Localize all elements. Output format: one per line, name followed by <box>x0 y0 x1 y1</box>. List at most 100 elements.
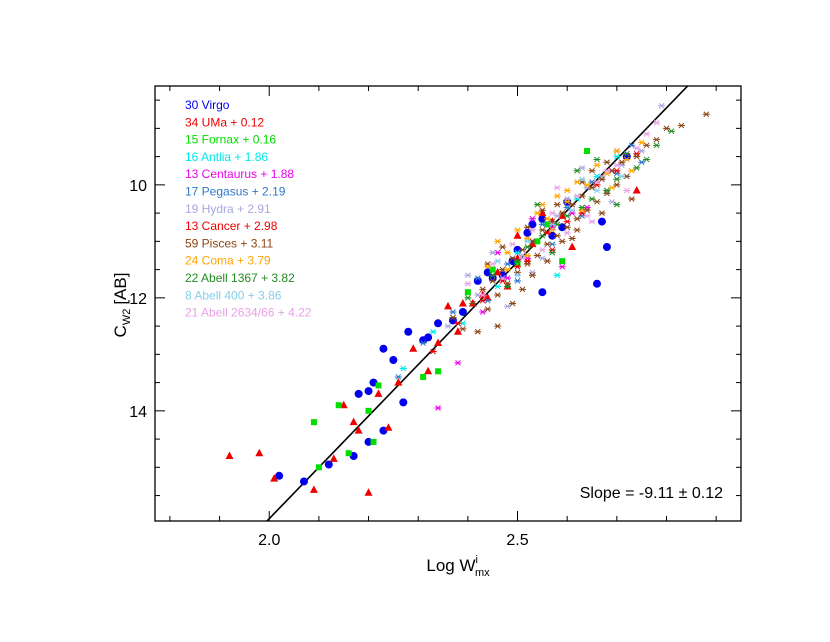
data-point-triangle <box>493 267 502 276</box>
x-tick-label: 2.0 <box>258 532 280 549</box>
series-1 <box>225 186 641 496</box>
data-point-asterisk <box>573 167 581 174</box>
data-point-triangle <box>538 208 547 217</box>
legend-entry: 8 Abell 400 + 3.86 <box>185 288 282 302</box>
data-point-asterisk <box>588 218 596 225</box>
data-point-square <box>315 464 322 471</box>
data-point-asterisk <box>479 309 487 315</box>
data-point-circle <box>558 223 567 232</box>
series-10 <box>464 128 675 301</box>
data-point-square <box>370 438 377 445</box>
data-point-asterisk <box>603 170 611 177</box>
legend-entry: 24 Coma + 3.79 <box>185 254 271 268</box>
data-point-circle <box>523 228 532 237</box>
data-point-circle <box>379 426 388 435</box>
data-point-asterisk <box>573 193 581 200</box>
data-point-asterisk <box>618 159 626 166</box>
data-point-asterisk <box>593 182 601 188</box>
data-point-triangle <box>528 239 537 248</box>
data-point-asterisk <box>598 210 606 216</box>
data-point-asterisk <box>578 165 586 171</box>
y-axis-label: CW2 [AB] <box>111 273 133 338</box>
data-point-circle <box>399 398 408 407</box>
data-point-asterisk <box>434 405 442 411</box>
data-point-asterisk <box>633 165 641 171</box>
data-point-asterisk <box>702 111 710 118</box>
data-point-asterisk <box>518 246 526 253</box>
legend-entry: 13 Cancer + 2.98 <box>185 219 278 233</box>
data-point-circle <box>602 243 611 252</box>
data-point-circle <box>538 288 547 297</box>
data-point-asterisk <box>429 328 437 335</box>
data-point-triangle <box>349 417 358 426</box>
data-point-asterisk <box>593 162 601 168</box>
y-tick-label: 14 <box>129 404 147 421</box>
data-point-asterisk <box>588 196 596 202</box>
data-point-asterisk <box>548 249 556 256</box>
data-point-circle <box>379 344 388 353</box>
data-point-asterisk <box>613 153 621 160</box>
data-point-asterisk <box>523 244 531 250</box>
data-point-square <box>345 450 352 457</box>
data-point-triangle <box>444 301 452 310</box>
data-point-asterisk <box>603 187 611 194</box>
data-point-asterisk <box>494 258 502 264</box>
data-point-asterisk <box>464 294 472 301</box>
data-point-triangle <box>434 338 443 347</box>
data-point-asterisk <box>603 159 611 166</box>
data-point-asterisk <box>548 246 556 253</box>
data-point-square <box>584 147 591 154</box>
data-point-asterisk <box>538 246 546 253</box>
data-point-asterisk <box>568 210 576 216</box>
data-point-asterisk <box>484 306 492 313</box>
data-point-asterisk <box>667 128 675 135</box>
y-tick-label: 12 <box>129 291 147 308</box>
data-point-circle <box>275 471 284 480</box>
data-point-asterisk <box>633 145 641 151</box>
data-point-asterisk <box>598 176 606 183</box>
x-axis-label-sub: mx <box>475 567 490 579</box>
data-point-asterisk <box>633 153 641 160</box>
y-tick-label: 10 <box>129 178 147 195</box>
legend-entry: 21 Abell 2634/66 + 4.22 <box>185 306 312 320</box>
data-point-asterisk <box>613 170 621 177</box>
data-point-asterisk <box>523 224 531 231</box>
data-point-asterisk <box>558 238 566 245</box>
data-point-asterisk <box>494 238 502 245</box>
data-point-asterisk <box>588 167 596 174</box>
data-point-asterisk <box>603 167 611 174</box>
data-point-asterisk <box>618 173 626 180</box>
data-point-triangle <box>503 282 512 290</box>
data-point-asterisk <box>523 258 531 264</box>
data-point-asterisk <box>578 176 586 183</box>
data-point-square <box>514 260 521 267</box>
data-point-asterisk <box>553 213 561 219</box>
data-point-asterisk <box>573 227 581 233</box>
legend-entry: 22 Abell 1367 + 3.82 <box>185 271 295 285</box>
data-point-asterisk <box>583 182 591 188</box>
data-point-asterisk <box>499 244 507 250</box>
data-point-asterisk <box>543 230 551 236</box>
data-point-asterisk <box>444 323 452 329</box>
data-point-triangle <box>309 485 318 493</box>
data-point-asterisk <box>518 255 526 262</box>
data-point-asterisk <box>593 198 601 205</box>
data-point-triangle <box>409 344 418 352</box>
data-point-asterisk <box>504 266 512 273</box>
data-point-asterisk <box>623 150 631 157</box>
data-point-asterisk <box>523 252 531 259</box>
data-point-asterisk <box>504 303 512 310</box>
data-point-asterisk <box>474 328 482 335</box>
data-point-asterisk <box>419 340 427 346</box>
data-point-asterisk <box>638 159 646 166</box>
data-point-circle <box>434 319 443 328</box>
legend-entry: 59 Pisces + 3.11 <box>185 236 273 250</box>
y-axis-label-base: C <box>111 325 130 337</box>
data-point-asterisk <box>563 198 571 205</box>
data-point-asterisk <box>548 227 556 233</box>
series-11 <box>494 173 626 279</box>
data-point-circle <box>424 333 433 342</box>
data-point-triangle <box>270 474 279 482</box>
data-point-square <box>335 402 342 409</box>
data-point-circle <box>597 217 606 226</box>
